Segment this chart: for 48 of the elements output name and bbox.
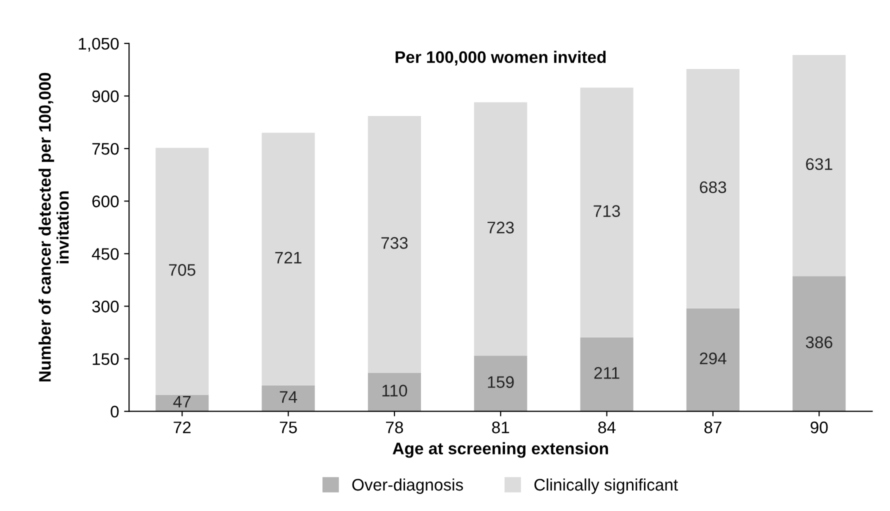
x-tick-label: 87 <box>704 422 722 434</box>
bar <box>156 394 209 412</box>
data-label: 683 <box>700 181 726 194</box>
x-tick-label: 78 <box>386 422 404 434</box>
data-label: 713 <box>594 205 620 217</box>
data-label: 294 <box>700 352 726 364</box>
bar <box>368 116 421 373</box>
data-label: 386 <box>806 336 832 348</box>
bar <box>474 356 528 412</box>
data-label: 733 <box>381 237 408 249</box>
data-label: 159 <box>488 376 514 388</box>
x-tick-label: 81 <box>492 422 510 434</box>
y-tick-label: 750 <box>92 142 119 155</box>
x-tick-label: 75 <box>280 422 297 434</box>
x-axis-title: Age at screening extension <box>392 442 608 458</box>
data-label: 721 <box>275 252 302 264</box>
data-label: 631 <box>806 158 832 170</box>
bar <box>580 88 634 338</box>
bar <box>792 55 846 276</box>
y-axis-title: Number of cancer detected per 100,000 invitation <box>38 72 69 382</box>
data-label: 723 <box>488 222 514 234</box>
y-tick-label: 900 <box>92 90 119 102</box>
bar <box>686 308 740 412</box>
y-tick-label: 600 <box>92 196 119 208</box>
bar <box>262 385 315 412</box>
bar <box>580 337 634 412</box>
chart-title: Per 100,000 women invited <box>396 50 606 66</box>
y-tick-label: 1,050 <box>78 38 119 52</box>
y-tick-label: 300 <box>92 300 119 312</box>
bar <box>262 132 315 386</box>
data-label: 110 <box>382 384 408 397</box>
bar <box>474 102 528 356</box>
legend-label: Over-diagnosis <box>352 478 463 494</box>
bar <box>368 372 421 412</box>
x-tick-label: 72 <box>174 422 191 434</box>
legend-label: Clinically significant <box>534 478 678 494</box>
data-label: 47 <box>173 396 191 408</box>
bar <box>156 148 209 395</box>
x-tick-label: 90 <box>810 422 828 434</box>
y-tick-label: 0 <box>110 406 119 418</box>
data-label: 211 <box>594 367 620 379</box>
bar <box>686 69 740 308</box>
y-tick-label: 450 <box>92 248 119 260</box>
y-tick-label: 150 <box>92 353 119 365</box>
bar <box>792 276 846 412</box>
data-label: 705 <box>169 264 196 276</box>
x-tick-label: 84 <box>598 422 616 434</box>
data-label: 74 <box>280 391 298 403</box>
